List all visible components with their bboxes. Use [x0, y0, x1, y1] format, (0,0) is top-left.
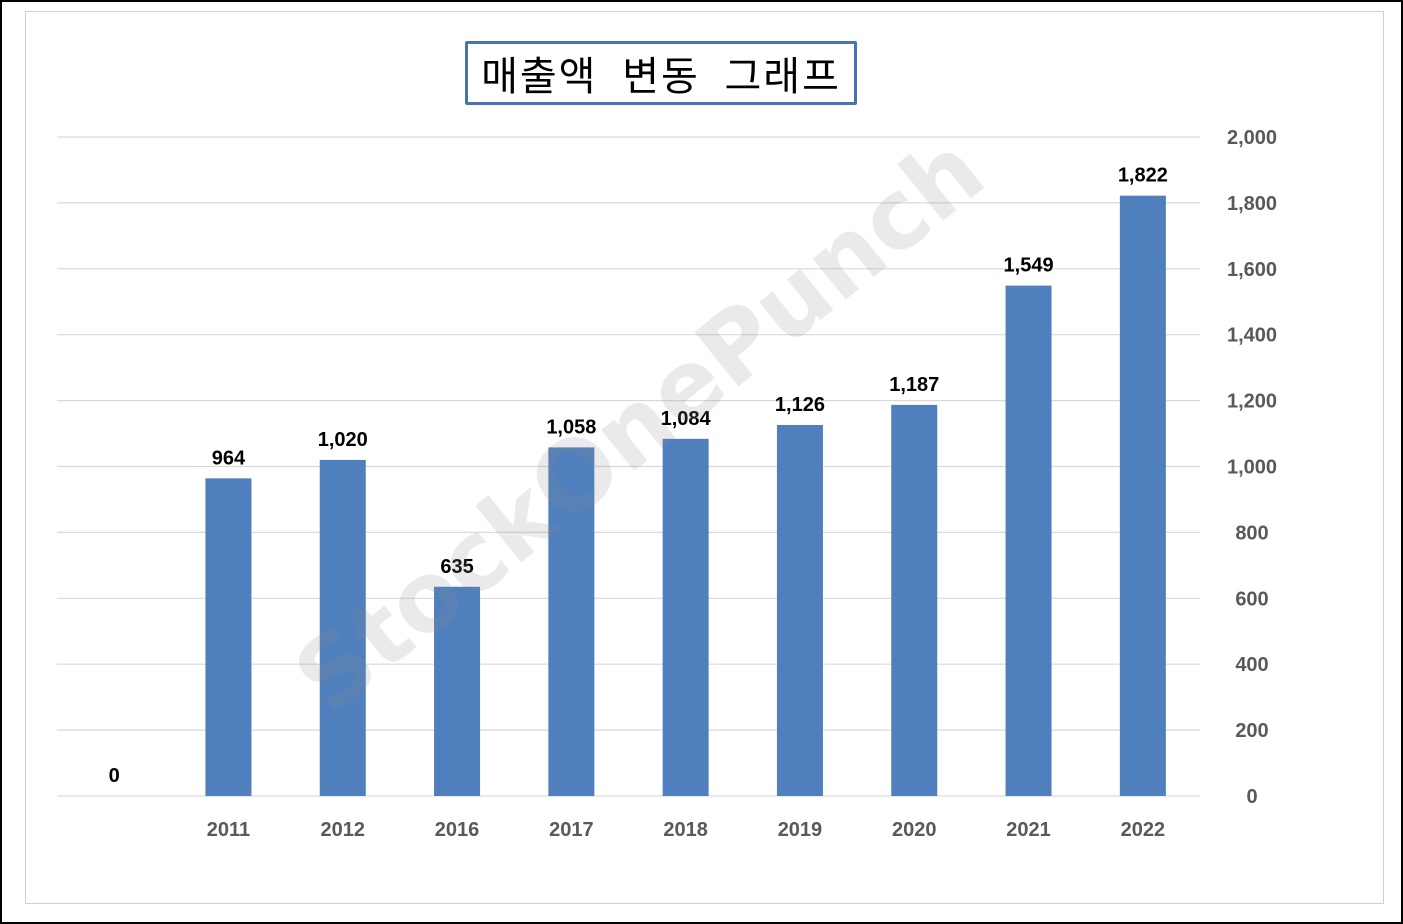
bar: [434, 586, 481, 796]
x-tick-label: 2019: [778, 819, 823, 841]
data-label: 1,549: [1004, 255, 1054, 277]
x-tick-label: 2021: [1006, 819, 1051, 841]
data-label: 1,020: [318, 429, 368, 451]
data-label: 1,187: [889, 374, 939, 396]
y-tick-label: 400: [1235, 654, 1268, 676]
chart-title: 매출액 변동 그래프: [481, 54, 841, 100]
x-tick-label: 2017: [549, 819, 594, 841]
y-tick-label: 800: [1235, 522, 1268, 544]
x-axis-ticks: 2011 2012 2016 2017 2018 2019 2020 2021 2022: [207, 819, 1165, 841]
y-tick-label: 1,400: [1227, 325, 1277, 347]
y-tick-label: 1,600: [1227, 259, 1277, 281]
chart-area-border: [25, 11, 1384, 904]
data-label: 1,822: [1118, 165, 1168, 187]
y-tick-label: 2,000: [1227, 127, 1277, 149]
x-tick-label: 2022: [1121, 819, 1166, 841]
y-tick-label: 1,800: [1227, 193, 1277, 215]
y-tick-label: 600: [1235, 588, 1268, 610]
bar: [205, 478, 252, 796]
bar: [1005, 285, 1052, 796]
data-labels: 0 964 1,020 635 1,058 1,084 1,126 1,187 1,549 1,8…: [109, 165, 1168, 787]
data-label: 0: [109, 765, 120, 787]
x-tick-label: 2020: [892, 819, 937, 841]
data-label: 964: [212, 447, 246, 469]
x-tick-label: 2011: [207, 819, 250, 841]
y-tick-label: 0: [1246, 786, 1257, 808]
data-label: 635: [440, 556, 473, 578]
data-label: 1,084: [661, 408, 712, 430]
data-label: 1,126: [775, 394, 825, 416]
bars: [205, 195, 1166, 796]
bar: [891, 404, 938, 796]
y-tick-label: 1,200: [1227, 391, 1277, 413]
y-tick-label: 200: [1235, 720, 1268, 742]
y-axis-ticks: 0 200 400 600 800 1,000 1,200 1,400 1,600 1,800 2,…: [1227, 127, 1277, 808]
bar: [776, 424, 823, 796]
y-tick-label: 1,000: [1227, 457, 1277, 479]
x-tick-label: 2012: [321, 819, 366, 841]
data-label: 1,058: [546, 416, 596, 438]
bar: [662, 438, 709, 796]
chart-title-box: 매출액 변동 그래프: [465, 41, 857, 105]
bar: [548, 447, 595, 796]
bar: [319, 459, 366, 796]
x-tick-label: 2016: [435, 819, 480, 841]
bar: [1119, 195, 1166, 796]
x-tick-label: 2018: [663, 819, 708, 841]
